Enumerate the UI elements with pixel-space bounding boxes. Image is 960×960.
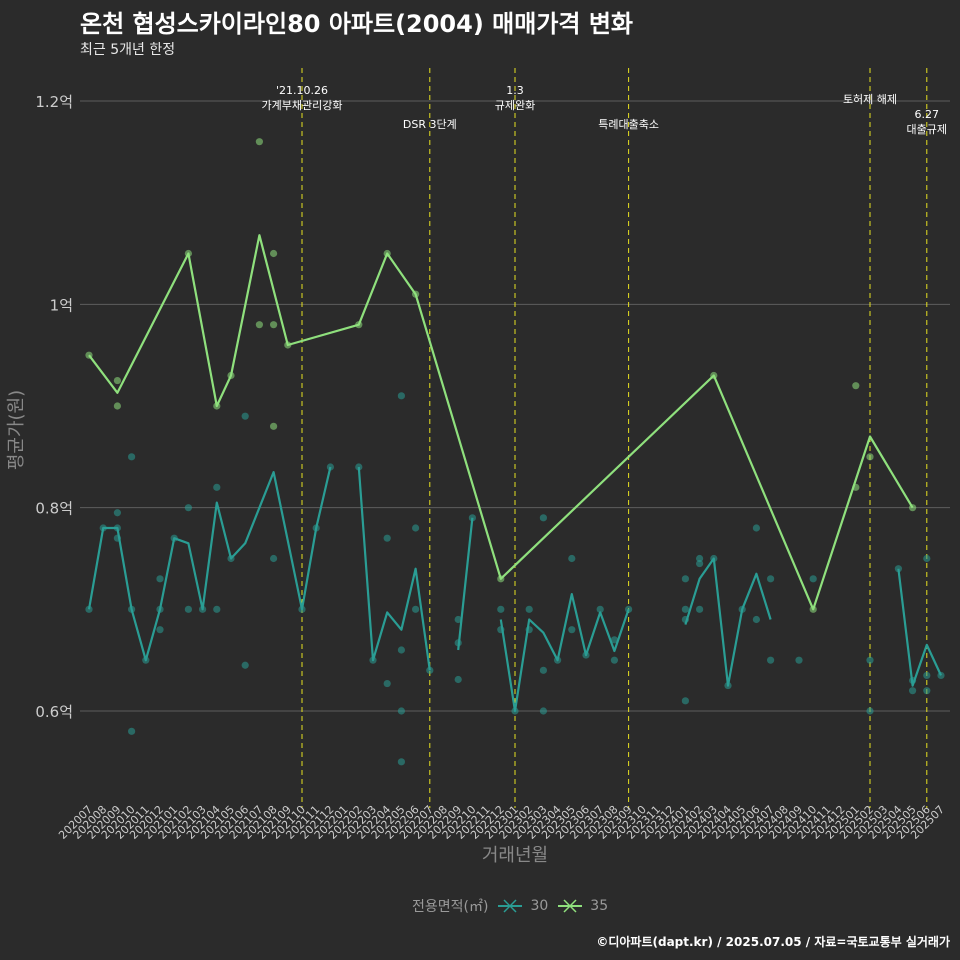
legend: 전용면적(㎡) 30 35: [412, 895, 608, 917]
point-series-30: [539, 707, 548, 715]
legend-key-30-icon: [498, 899, 523, 913]
point-series-30: [596, 605, 604, 613]
line-series-30: [499, 592, 630, 713]
point-series-30: [681, 575, 690, 583]
line-series-30: [897, 568, 942, 687]
event-label: '21.10.26 가계부채관리강화: [262, 84, 343, 112]
point-series-30: [752, 524, 761, 532]
legend-item-30: 30: [496, 896, 548, 916]
point-series-30: [412, 605, 420, 613]
y-axis-title: 평균가(원): [6, 390, 27, 470]
point-series-30: [454, 675, 462, 684]
event-label: 특례대출축소: [598, 118, 659, 131]
point-series-30: [568, 626, 576, 634]
point-series-30: [397, 758, 405, 766]
point-series-30: [426, 666, 434, 674]
point-series-30: [412, 524, 420, 532]
point-series-35: [113, 376, 121, 385]
point-series-30: [241, 412, 249, 420]
point-series-35: [113, 402, 121, 410]
point-series-35: [255, 138, 263, 146]
point-series-30: [397, 646, 405, 654]
chart-subtitle: 최근 5개년 한정: [80, 42, 176, 58]
line-series-35: [88, 234, 914, 611]
chart-title: 온천 협성스카이라인80 아파트(2004) 매매가격 변화: [80, 10, 633, 38]
point-series-35: [270, 321, 278, 329]
point-series-30: [270, 554, 278, 563]
point-series-30: [397, 707, 405, 715]
line-series-30: [357, 466, 431, 671]
legend-label-35: 35: [590, 898, 609, 914]
legend-key-35-icon: [558, 899, 583, 913]
x-axis-title: 거래년월: [482, 845, 548, 866]
point-series-30: [213, 483, 221, 491]
point-series-30: [383, 534, 391, 542]
point-series-35: [255, 321, 263, 329]
point-series-30: [128, 727, 136, 735]
point-series-30: [113, 509, 121, 517]
point-series-30: [894, 565, 903, 573]
point-series-30: [795, 656, 803, 664]
point-series-30: [213, 605, 221, 613]
point-series-30: [767, 656, 775, 664]
point-series-30: [767, 575, 775, 583]
point-series-35: [270, 249, 278, 258]
point-series-30: [241, 661, 249, 669]
line-series-30: [684, 557, 772, 687]
source-caption: ©디아파트(dapt.kr) / 2025.07.05 / 자료=국토교통부 실…: [596, 935, 950, 949]
point-series-30: [866, 707, 874, 715]
line-series-30: [457, 517, 474, 651]
point-series-30: [85, 605, 93, 613]
point-series-30: [696, 554, 704, 563]
line-series-30: [87, 466, 332, 662]
point-series-30: [809, 575, 817, 583]
event-label: 토허제 해제: [843, 92, 897, 106]
point-series-30: [497, 605, 505, 613]
legend-title: 전용면적(㎡): [412, 899, 489, 915]
point-series-30: [397, 392, 405, 400]
point-series-30: [923, 687, 931, 695]
point-series-35: [852, 382, 860, 390]
event-label: 1.3 규제완화: [495, 84, 535, 112]
point-series-30: [923, 554, 931, 563]
axes: 0.6억0.8억1억1.2억20200720200820200920201020…: [6, 93, 947, 866]
point-series-30: [610, 636, 619, 644]
average-price-lines: [87, 234, 942, 713]
point-series-30: [539, 514, 548, 522]
point-series-30: [156, 626, 164, 634]
point-series-30: [696, 605, 704, 613]
y-tick-label: 1.2억: [35, 93, 73, 111]
point-series-30: [752, 615, 761, 624]
point-series-30: [454, 615, 462, 624]
point-series-30: [525, 605, 533, 613]
point-series-30: [383, 679, 391, 688]
event-label: DSR 3단계: [403, 118, 457, 131]
point-series-30: [568, 554, 576, 563]
y-tick-label: 1억: [50, 296, 73, 314]
point-series-30: [866, 656, 874, 664]
point-series-30: [681, 605, 690, 613]
point-series-30: [696, 559, 704, 568]
point-series-30: [681, 697, 690, 705]
point-series-30: [923, 671, 931, 680]
legend-item-35: 35: [556, 896, 608, 916]
point-series-30: [184, 504, 192, 512]
point-series-30: [539, 666, 548, 674]
point-series-30: [610, 656, 619, 664]
point-series-30: [156, 575, 164, 583]
y-tick-label: 0.8억: [35, 500, 73, 518]
event-label: 6.27 대출규제: [907, 108, 947, 136]
legend-label-30: 30: [530, 898, 549, 914]
point-series-30: [128, 453, 136, 461]
point-series-30: [184, 605, 192, 613]
y-tick-label: 0.6억: [35, 703, 73, 721]
point-series-35: [866, 453, 874, 461]
point-series-35: [270, 422, 278, 430]
point-series-30: [909, 687, 917, 695]
